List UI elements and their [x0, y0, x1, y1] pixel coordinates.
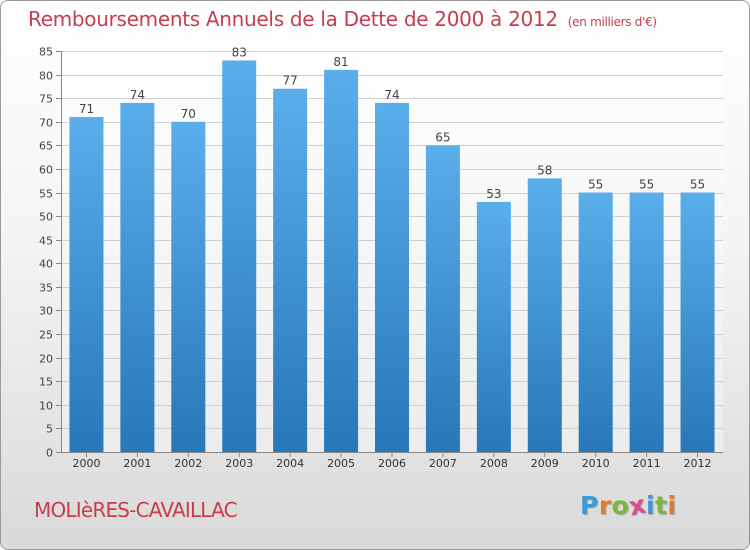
- x-tick-label: 2007: [429, 457, 457, 470]
- bars: [69, 60, 715, 453]
- bar-value-label: 58: [537, 163, 552, 177]
- y-tick-label: 15: [39, 376, 53, 389]
- x-tick-label: 2005: [327, 457, 355, 470]
- x-tick-label: 2003: [225, 457, 253, 470]
- y-tick-label: 75: [39, 93, 53, 106]
- logo-letter: t: [655, 491, 668, 520]
- bar-value-label: 77: [283, 74, 298, 88]
- y-tick-label: 5: [46, 423, 53, 436]
- x-tick-label: 2009: [531, 457, 559, 470]
- bar-value-label: 74: [384, 88, 399, 102]
- logo-letter: i: [646, 491, 656, 520]
- bar-value-label: 53: [486, 187, 501, 201]
- x-tick-label: 2008: [480, 457, 508, 470]
- y-tick-label: 60: [39, 164, 53, 177]
- bar-value-label: 83: [232, 45, 247, 59]
- x-tick-label: 2001: [123, 457, 151, 470]
- x-tick-label: 2006: [378, 457, 406, 470]
- bar: [222, 60, 257, 452]
- bar-value-label: 74: [130, 88, 145, 102]
- bar: [476, 201, 511, 452]
- x-axis: 2000 2001 2002 2003 2004 2005 2006 2007 2008 2009…: [61, 452, 723, 470]
- bar-value-label: 70: [181, 107, 196, 121]
- y-tick-label: 65: [39, 140, 53, 153]
- logo-letter: P: [580, 491, 599, 520]
- y-tick-label: 55: [39, 188, 53, 201]
- bar-value-label: 65: [435, 130, 450, 144]
- bar: [69, 117, 104, 452]
- y-tick-label: 45: [39, 235, 53, 248]
- y-tick-label: 70: [39, 117, 53, 130]
- y-tick-label: 85: [39, 46, 53, 59]
- chart-unit-label: (en milliers d'€): [567, 15, 657, 29]
- bar: [324, 69, 359, 452]
- y-tick-label: 25: [39, 329, 53, 342]
- bar: [171, 121, 206, 452]
- bar-value-label: 71: [79, 102, 94, 116]
- bar: [375, 102, 409, 453]
- chart-title-text: Remboursements Annuels de la Dette de 20…: [28, 7, 558, 31]
- x-tick-label: 2010: [582, 457, 610, 470]
- y-tick-label: 35: [39, 282, 53, 295]
- bar: [120, 102, 155, 453]
- y-tick-label: 10: [39, 400, 53, 413]
- value-labels: 71 74 70 83 77 81 74 65 53 58 55 55 55: [79, 45, 705, 201]
- y-tick-label: 80: [39, 70, 53, 83]
- bar: [578, 192, 613, 452]
- y-tick-label: 20: [39, 353, 53, 366]
- bar: [425, 145, 460, 452]
- y-tick-label: 30: [39, 305, 53, 318]
- x-tick-label: 2000: [72, 457, 100, 470]
- logo-letter: i: [667, 491, 677, 520]
- bar: [527, 178, 562, 452]
- proxiti-logo: Proxiti: [580, 490, 677, 522]
- logo-letter: r: [598, 491, 612, 520]
- city-name: MOLIèRES-CAVAILLAC: [34, 498, 238, 522]
- y-tick-label: 40: [39, 258, 53, 271]
- x-tick-label: 2011: [633, 457, 661, 470]
- bar: [680, 192, 715, 452]
- x-tick-label: 2012: [684, 457, 712, 470]
- bar-value-label: 81: [333, 55, 348, 69]
- bar: [273, 88, 308, 452]
- bar: [629, 192, 664, 452]
- y-axis: 0 5 10 15 20 25 30 35 40 45 50 55 60 65 70 75 80 85: [39, 46, 62, 460]
- x-tick-label: 2004: [276, 457, 304, 470]
- bar-value-label: 55: [588, 178, 603, 192]
- bar-value-label: 55: [690, 178, 705, 192]
- y-tick-label: 0: [46, 447, 53, 460]
- y-tick-label: 50: [39, 211, 53, 224]
- logo-letter: o: [611, 491, 630, 520]
- x-tick-label: 2002: [174, 457, 202, 470]
- bar-value-label: 55: [639, 178, 654, 192]
- chart-title: Remboursements Annuels de la Dette de 20…: [28, 7, 657, 31]
